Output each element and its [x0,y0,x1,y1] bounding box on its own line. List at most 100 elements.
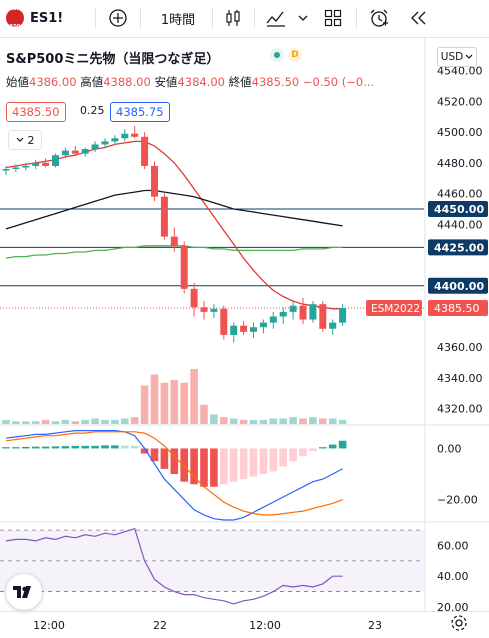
volume-bar [160,382,169,424]
legend-title: S&P500ミニ先物（当限つなぎ足） [6,52,220,67]
candle-body [141,136,149,166]
volume-bar [81,419,89,424]
replay-button[interactable] [405,4,433,32]
candle-body [42,162,50,166]
candle-body [2,169,10,171]
buy-price-button[interactable]: 4385.75 [110,102,170,122]
candle [190,282,198,317]
rsi-tick-label: 60.00 [437,540,469,553]
indicator-count: 2 [27,133,35,147]
candle [299,298,307,325]
volume-bar [2,419,10,424]
macd-histogram-bar [309,448,317,451]
last-price-label-bg [428,300,488,317]
volume-bar [299,418,307,424]
macd-line [5,430,343,521]
macd-histogram-bar [170,448,179,474]
chevron-down-icon [16,137,23,142]
macd-tick-label: 0.00 [437,442,462,455]
last-price-label: 4385.50 [434,302,480,315]
volume-bar [200,404,208,424]
candle [319,301,327,332]
rsi-pane [0,527,424,605]
market-open-icon [270,48,284,62]
macd-histogram-bar [289,448,297,462]
candle-body [160,196,168,237]
candle [180,241,188,294]
volume-bar [121,418,129,424]
candle [250,322,257,338]
low-value: 4384.00 [177,75,225,89]
candle-body [230,325,238,335]
candle [230,322,238,343]
currency-select[interactable]: USD [437,47,477,67]
chart-type-button[interactable] [220,4,246,32]
candle-body [210,308,218,312]
volume-bar [130,417,139,424]
time-axis[interactable]: 12:00 22 12:00 23 [0,611,489,638]
price-chart[interactable]: 4540.00 4520.00 4500.00 4480.00 4460.00 4440.… [0,38,489,611]
price-tick-label: 4340.00 [437,372,483,385]
macd-histogram-bar [190,448,198,485]
volume-bar [239,419,248,424]
layout-button[interactable] [320,4,346,32]
candle [200,301,208,320]
time-tick-label: 12:00 [33,619,65,632]
macd-histogram-bar [319,447,327,449]
indicators-dropdown[interactable] [294,4,312,32]
candle-body [200,307,208,312]
price-tick-label: 4540.00 [437,65,483,78]
candle [210,304,218,319]
layout-icon [324,9,342,27]
macd-histogram-bar [338,440,347,449]
macd-tick-label: −20.00 [437,494,478,507]
candle-body [131,133,139,137]
interval-button[interactable]: 1時間 [160,12,196,28]
price-axis[interactable]: 4540.00 4520.00 4500.00 4480.00 4460.00 4440.… [366,65,488,611]
fast-moving-average-line [5,140,343,310]
candle [81,147,89,157]
symbol-search-button[interactable]: ES1! [30,10,64,26]
gear-icon [451,615,467,631]
macd-histogram-bar [2,447,10,449]
symbol-logo: SSP 500 [6,6,24,30]
volume-bar [61,419,70,424]
level-4450-label-bg [428,200,488,217]
volume-bar [140,385,149,424]
rsi-line [5,527,343,605]
volume-bar [210,414,218,424]
candle [131,126,139,139]
volume-bar [150,374,159,424]
macd-histogram-bar [71,445,80,449]
settings-button[interactable] [449,613,473,635]
volume-bar [91,418,99,424]
macd-histogram-bar [130,445,139,449]
alert-button[interactable] [365,4,393,32]
delayed-badge: D [288,48,302,62]
candle [71,145,79,156]
price-tick-label: 4460.00 [437,188,483,201]
candles [2,126,347,343]
macd-histogram-bar [200,448,208,487]
close-label: 終値 [228,75,252,89]
level-4425-label-bg [428,239,488,256]
currency-label: USD [440,51,464,63]
candle-body [71,150,79,154]
price-tick-label: 4320.00 [437,403,483,416]
level-4425-label: 4425.00 [434,241,484,254]
candle [61,147,69,159]
indicators-button[interactable] [262,4,290,32]
candles-icon [226,10,240,26]
sell-price-button[interactable]: 4385.50 [6,102,66,122]
time-tick-label: 23 [368,619,382,632]
macd-histogram-bar [150,448,159,462]
tradingview-logo[interactable] [6,574,42,610]
collapse-indicators-button[interactable]: 2 [8,130,42,150]
volume-bar [111,419,119,424]
candle-body [81,149,89,154]
add-symbol-button[interactable] [104,4,132,32]
candle-body [299,305,307,320]
tradingview-logo-icon [13,586,31,598]
macd-histogram-bar [269,448,278,472]
spread-value: 0.25 [80,104,105,117]
